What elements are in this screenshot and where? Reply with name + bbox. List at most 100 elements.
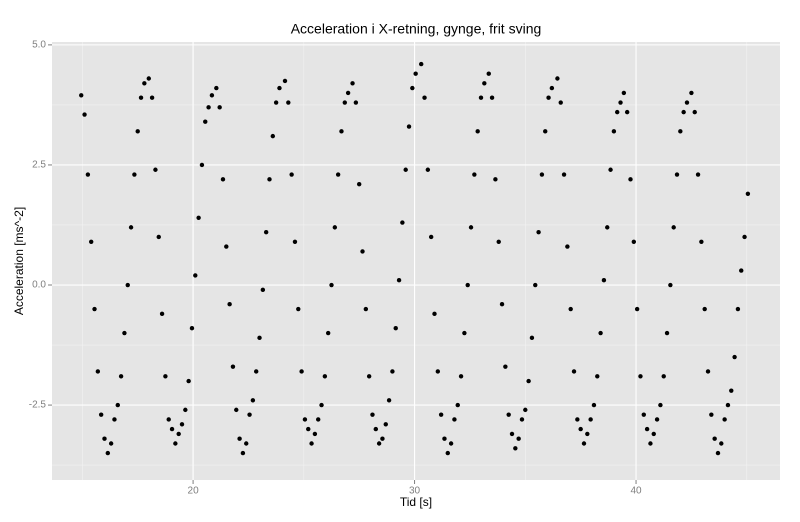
point bbox=[543, 129, 548, 134]
point bbox=[605, 225, 610, 230]
point bbox=[658, 402, 663, 408]
point bbox=[260, 287, 266, 293]
point bbox=[526, 378, 531, 384]
point bbox=[615, 109, 620, 115]
point bbox=[678, 129, 683, 134]
point bbox=[732, 354, 737, 360]
point bbox=[601, 278, 607, 283]
point bbox=[370, 412, 375, 417]
point bbox=[432, 311, 437, 317]
plot-panel bbox=[52, 42, 780, 480]
point bbox=[448, 441, 454, 446]
point bbox=[383, 422, 388, 427]
point bbox=[406, 124, 412, 129]
point bbox=[345, 90, 351, 96]
point bbox=[247, 412, 252, 417]
point bbox=[179, 422, 185, 427]
point bbox=[445, 450, 450, 456]
point bbox=[745, 191, 751, 196]
point bbox=[654, 417, 660, 422]
point bbox=[176, 431, 181, 437]
point bbox=[132, 172, 137, 177]
point bbox=[725, 402, 731, 408]
point bbox=[240, 450, 246, 456]
point bbox=[353, 100, 359, 105]
point bbox=[115, 402, 120, 408]
point bbox=[309, 441, 314, 446]
point bbox=[322, 374, 328, 379]
point bbox=[173, 441, 178, 446]
point bbox=[138, 95, 144, 100]
point bbox=[641, 412, 646, 417]
point bbox=[702, 306, 707, 312]
point bbox=[146, 76, 151, 81]
point bbox=[561, 172, 567, 177]
point bbox=[624, 109, 630, 115]
point bbox=[254, 369, 259, 374]
point bbox=[125, 282, 130, 288]
point bbox=[166, 417, 171, 422]
point bbox=[428, 234, 434, 240]
point bbox=[519, 417, 525, 422]
point bbox=[183, 407, 188, 413]
point bbox=[302, 417, 308, 422]
point bbox=[719, 441, 724, 446]
point bbox=[142, 81, 147, 86]
point bbox=[89, 239, 94, 244]
point bbox=[95, 369, 101, 374]
point bbox=[335, 172, 341, 177]
point bbox=[435, 369, 441, 374]
point bbox=[169, 426, 175, 432]
point bbox=[442, 436, 447, 441]
point bbox=[568, 306, 573, 312]
point bbox=[400, 220, 405, 225]
x-axis-label: Tid [s] bbox=[400, 495, 432, 509]
point bbox=[493, 177, 498, 182]
point bbox=[196, 215, 201, 220]
point bbox=[581, 441, 587, 446]
point bbox=[356, 181, 362, 187]
point bbox=[722, 417, 727, 422]
point bbox=[631, 239, 637, 244]
point bbox=[380, 436, 385, 441]
point bbox=[193, 273, 198, 278]
point bbox=[486, 71, 491, 76]
point bbox=[684, 100, 690, 105]
point bbox=[571, 369, 577, 374]
point bbox=[122, 330, 127, 336]
point bbox=[373, 426, 379, 432]
point bbox=[189, 326, 195, 331]
point bbox=[496, 239, 501, 244]
point bbox=[664, 330, 670, 336]
point bbox=[674, 172, 680, 177]
point bbox=[277, 85, 282, 91]
point bbox=[472, 172, 477, 177]
point bbox=[475, 129, 480, 134]
point bbox=[598, 330, 603, 336]
point bbox=[499, 302, 505, 307]
point bbox=[386, 398, 392, 403]
point bbox=[608, 167, 613, 172]
point bbox=[234, 407, 239, 413]
point bbox=[681, 109, 686, 115]
y-tick-label: 5.0 bbox=[32, 40, 46, 51]
point bbox=[108, 441, 114, 446]
point bbox=[578, 426, 583, 432]
point bbox=[671, 225, 676, 230]
point bbox=[149, 95, 155, 100]
point bbox=[546, 95, 551, 100]
point bbox=[712, 436, 717, 441]
point bbox=[739, 268, 744, 273]
point bbox=[523, 407, 528, 413]
point bbox=[263, 229, 269, 235]
point bbox=[282, 78, 288, 84]
point bbox=[105, 450, 111, 456]
point bbox=[319, 402, 324, 408]
point bbox=[595, 374, 600, 379]
point bbox=[159, 311, 165, 317]
y-tick-label: 2.5 bbox=[32, 160, 46, 171]
point bbox=[403, 167, 408, 172]
point bbox=[339, 129, 344, 134]
point bbox=[478, 95, 484, 100]
